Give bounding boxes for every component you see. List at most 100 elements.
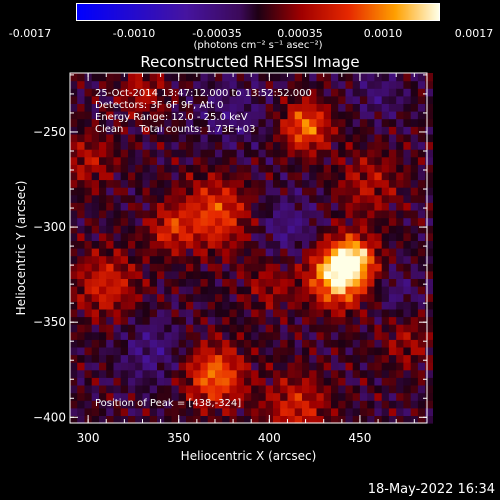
- heatmap-cell: [120, 141, 129, 150]
- heatmap-cell: [186, 187, 194, 196]
- heatmap-cell: [309, 415, 317, 424]
- heatmap-cell: [77, 331, 85, 340]
- heatmap-cell: [309, 103, 317, 112]
- heatmap-cell: [193, 95, 201, 104]
- heatmap-cell: [396, 339, 404, 348]
- x-tick-label: 300: [77, 431, 100, 445]
- heatmap-cell: [258, 103, 267, 112]
- heatmap-cell: [236, 286, 245, 295]
- heatmap-cell: [359, 316, 368, 325]
- heatmap-cell: [142, 286, 151, 295]
- heatmap-cell: [222, 225, 230, 234]
- heatmap-cell: [352, 202, 361, 211]
- heatmap-cell: [84, 133, 93, 143]
- heatmap-cell: [258, 255, 267, 264]
- heatmap-cell: [207, 248, 216, 257]
- heatmap-cell: [164, 400, 172, 409]
- heatmap-cell: [106, 392, 114, 401]
- heatmap-cell: [258, 278, 267, 287]
- heatmap-cell: [193, 73, 201, 82]
- heatmap-cell: [316, 179, 325, 188]
- heatmap-cell: [345, 217, 354, 226]
- heatmap-cell: [309, 369, 317, 378]
- heatmap-cell: [164, 248, 172, 257]
- heatmap-cell: [200, 270, 209, 279]
- heatmap-cell: [113, 149, 122, 158]
- heatmap-cell: [99, 346, 107, 356]
- heatmap-cell: [410, 278, 419, 287]
- heatmap-cell: [178, 339, 187, 348]
- heatmap-cell: [149, 217, 158, 226]
- heatmap-cell: [294, 270, 303, 279]
- y-axis-label: Heliocentric Y (arcsec): [14, 181, 28, 316]
- heatmap-cell: [374, 217, 383, 226]
- heatmap-cell: [186, 301, 194, 310]
- heatmap-cell: [287, 103, 296, 112]
- heatmap-cell: [200, 126, 209, 135]
- heatmap-cell: [113, 278, 122, 287]
- heatmap-cell: [120, 331, 129, 340]
- heatmap-cell: [244, 278, 252, 287]
- heatmap-cell: [251, 225, 259, 234]
- heatmap-cell: [120, 354, 129, 363]
- heatmap-cell: [388, 369, 397, 378]
- heatmap-cell: [367, 293, 375, 302]
- heatmap-cell: [374, 278, 383, 287]
- heatmap-cell: [222, 240, 230, 249]
- heatmap-cell: [359, 73, 368, 82]
- heatmap-cell: [229, 194, 238, 203]
- heatmap-cell: [149, 407, 158, 416]
- heatmap-cell: [207, 95, 216, 104]
- heatmap-cell: [120, 316, 129, 325]
- heatmap-cell: [135, 316, 143, 325]
- heatmap-cell: [99, 308, 107, 318]
- heatmap-cell: [338, 95, 346, 104]
- heatmap-cell: [388, 362, 397, 371]
- heatmap-cell: [403, 301, 412, 310]
- heatmap-cell: [338, 171, 346, 181]
- heatmap-cell: [425, 73, 433, 82]
- heatmap-cell: [316, 217, 325, 226]
- heatmap-cell: [388, 141, 397, 150]
- heatmap-cell: [367, 111, 375, 120]
- heatmap-cell: [396, 293, 404, 302]
- heatmap-cell: [149, 255, 158, 264]
- heatmap-cell: [142, 255, 151, 264]
- heatmap-cell: [381, 126, 390, 135]
- heatmap-cell: [396, 392, 404, 401]
- heatmap-cell: [273, 270, 281, 279]
- heatmap-cell: [359, 240, 368, 249]
- heatmap-cell: [186, 385, 194, 394]
- heatmap-cell: [106, 415, 114, 424]
- heatmap-cell: [265, 194, 274, 203]
- heatmap-cell: [302, 103, 310, 112]
- heatmap-cell: [106, 141, 114, 150]
- heatmap-cell: [367, 369, 375, 378]
- heatmap-cell: [359, 377, 368, 386]
- heatmap-cell: [229, 156, 238, 165]
- heatmap-cell: [186, 240, 194, 249]
- annotation-counts: Clean Total counts: 1.73E+03: [95, 124, 256, 135]
- heatmap-cell: [352, 263, 361, 272]
- heatmap-cell: [99, 171, 107, 181]
- heatmap-cell: [294, 217, 303, 226]
- heatmap-cell: [236, 103, 245, 112]
- heatmap-cell: [171, 95, 180, 104]
- heatmap-cell: [77, 111, 85, 120]
- heatmap-cell: [258, 118, 267, 127]
- heatmap-cell: [323, 339, 332, 348]
- heatmap-cell: [142, 324, 151, 333]
- heatmap-cell: [207, 179, 216, 188]
- heatmap-cell: [186, 248, 194, 257]
- heatmap-cell: [113, 118, 122, 127]
- heatmap-cell: [222, 415, 230, 424]
- heatmap-cell: [410, 156, 419, 165]
- heatmap-cell: [316, 392, 325, 401]
- heatmap-cell: [149, 179, 158, 188]
- heatmap-cell: [164, 179, 172, 188]
- heatmap-cell: [345, 171, 354, 181]
- heatmap-cell: [77, 316, 85, 325]
- heatmap-cell: [280, 270, 288, 279]
- heatmap-cell: [149, 95, 158, 104]
- heatmap-cell: [207, 103, 216, 112]
